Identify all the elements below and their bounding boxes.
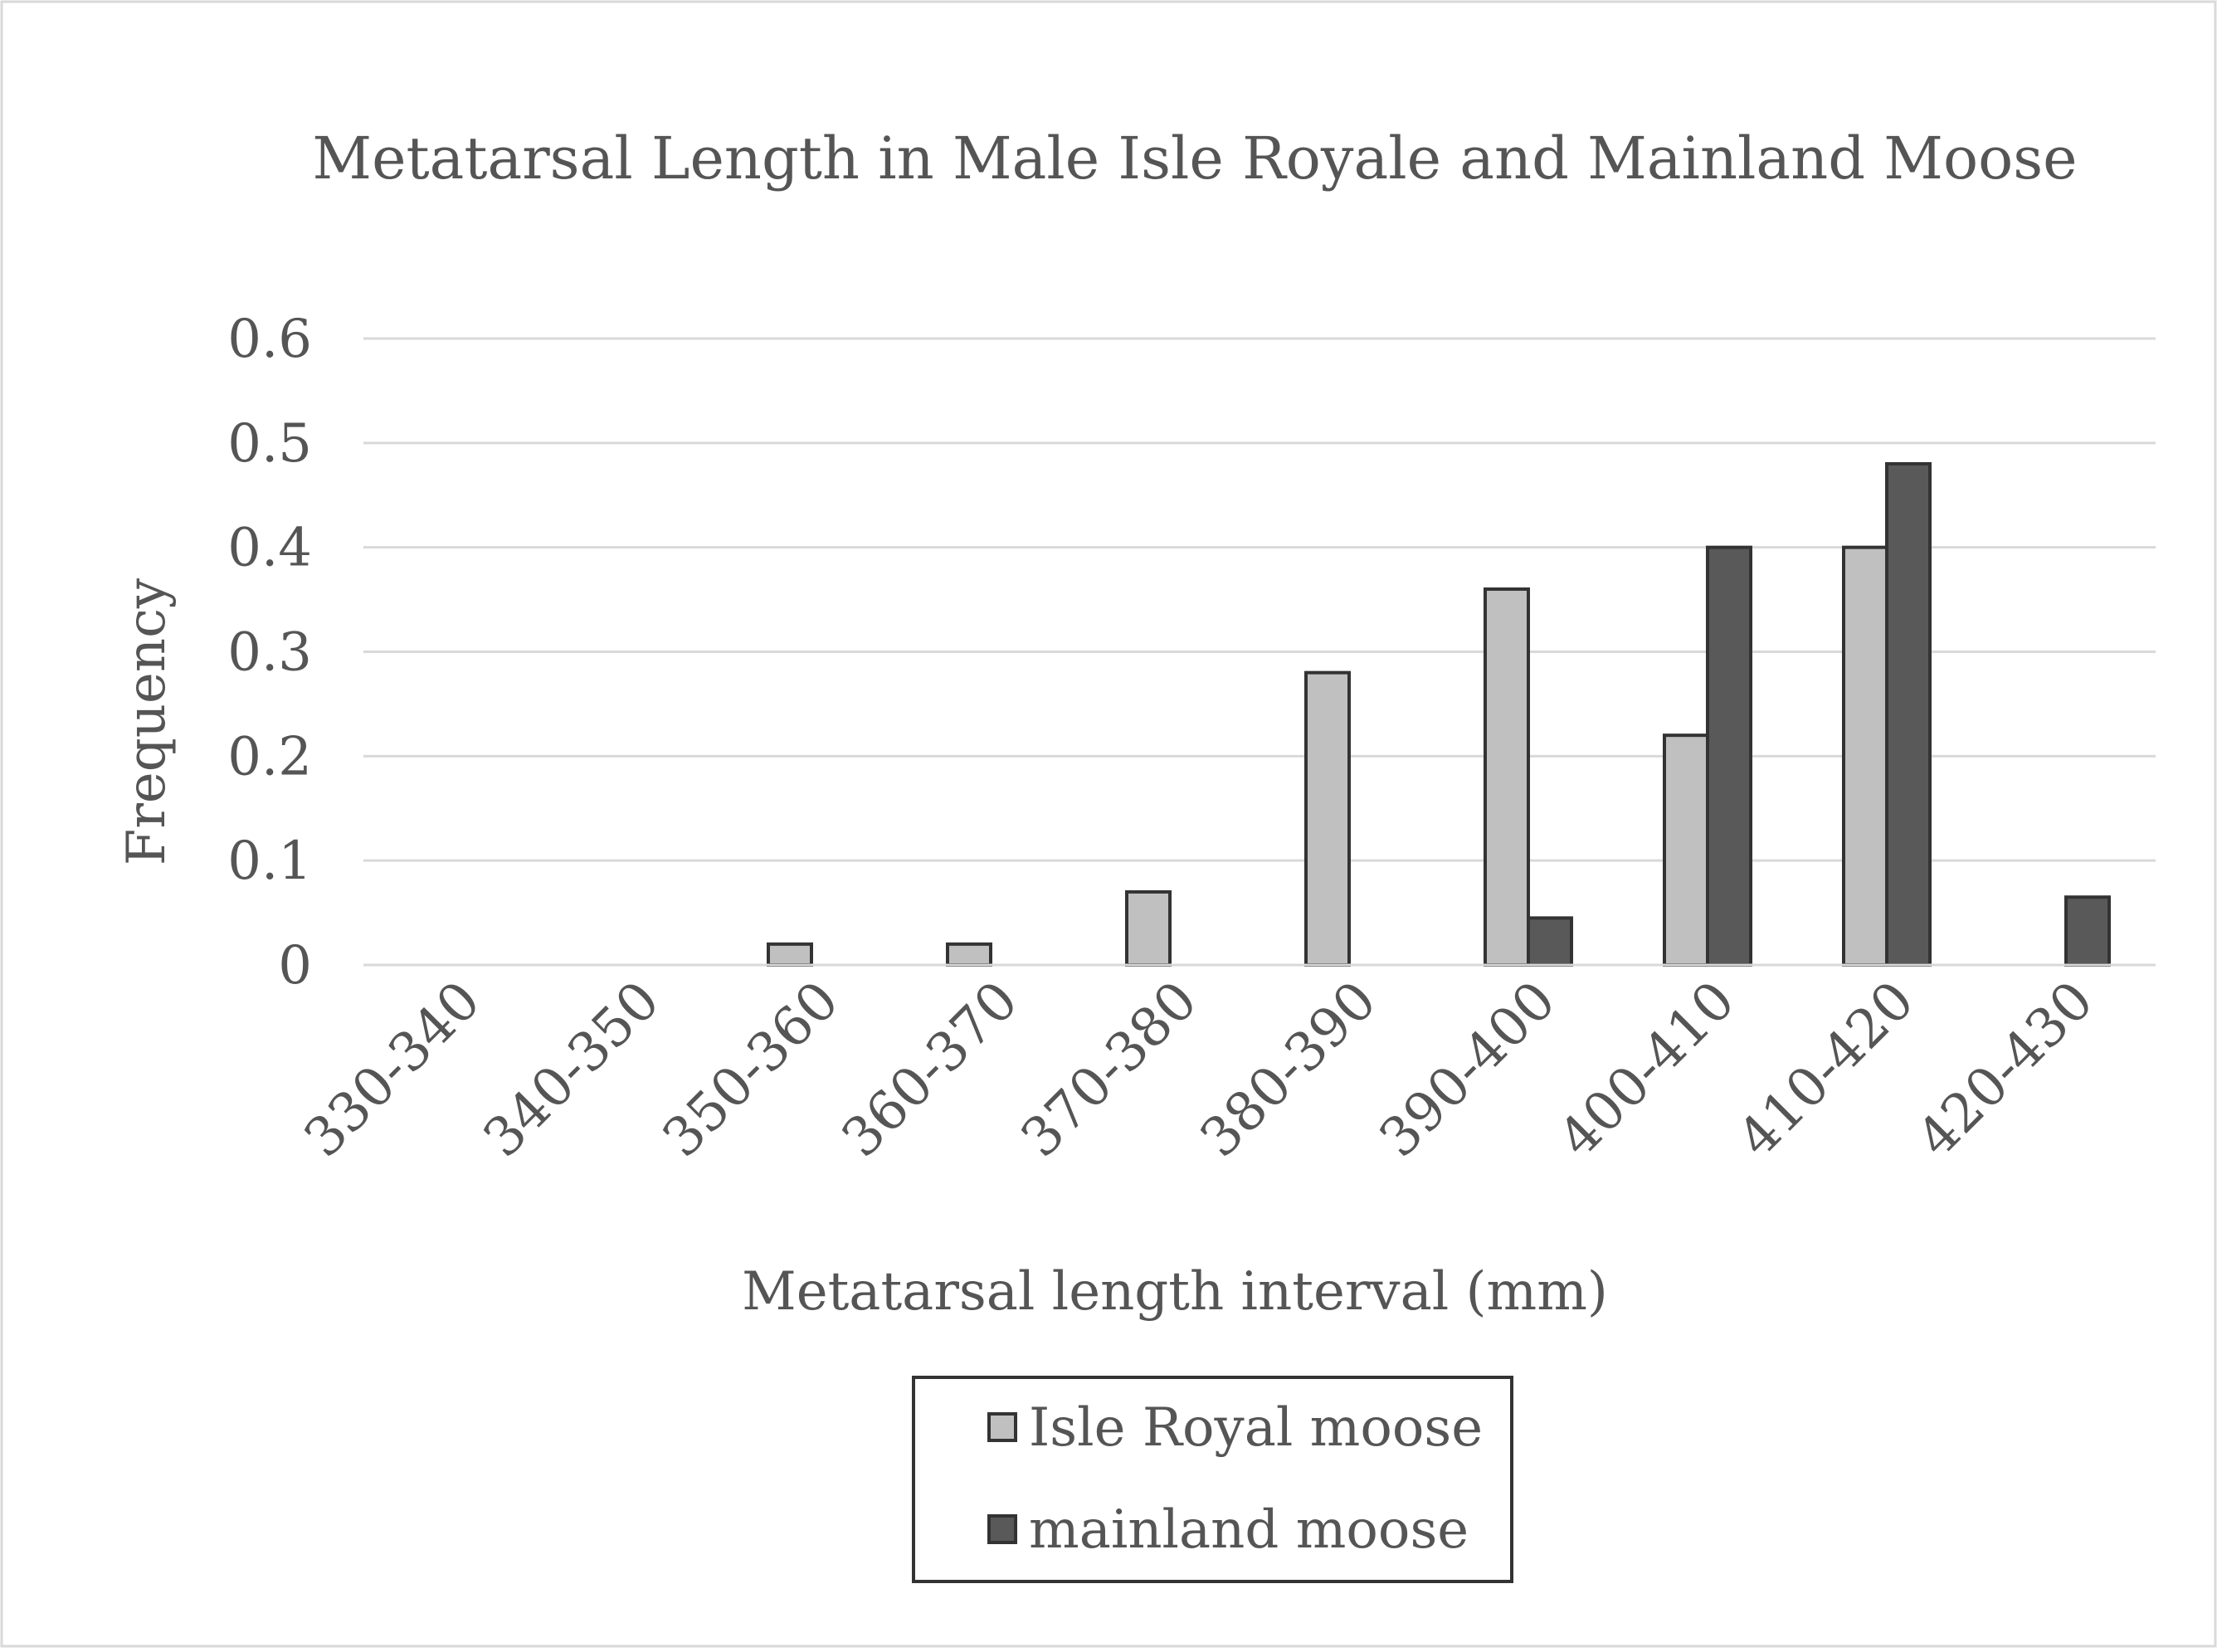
bar-isle-royal-370-380 <box>1125 889 1172 967</box>
y-axis-ticks: 0 0.1 0.2 0.3 0.4 0.5 0.6 <box>227 309 312 997</box>
bar-isle-royal-410-420 <box>1842 545 1888 967</box>
y-tick-label: 0.2 <box>227 726 312 787</box>
bar-isle-royal-350-360 <box>767 942 813 967</box>
legend-label: mainland moose <box>1029 1499 1469 1561</box>
legend-swatch <box>987 1412 1017 1442</box>
bar-isle-royal-390-400 <box>1484 587 1530 967</box>
y-axis-label: Frequency <box>116 578 178 865</box>
bar-mainland-390-400 <box>1527 916 1573 967</box>
y-tick-label: 0.1 <box>227 831 312 892</box>
y-tick-label: 0.4 <box>227 518 312 579</box>
bars <box>363 462 2156 967</box>
y-tick-label: 0.6 <box>227 309 312 370</box>
bar-mainland-400-410 <box>1706 545 1752 967</box>
bar-mainland-410-420 <box>1885 462 1932 967</box>
bar-isle-royal-380-390 <box>1304 670 1351 967</box>
legend: Isle Royal moose mainland moose <box>912 1376 1513 1583</box>
y-tick-label: 0 <box>278 935 312 997</box>
bar-isle-royal-360-370 <box>946 942 992 967</box>
x-axis-label: Metatarsal length interval (mm) <box>742 1261 1608 1323</box>
bar-isle-royal-400-410 <box>1663 733 1709 967</box>
bar-mainland-420-430 <box>2064 895 2111 967</box>
y-tick-label: 0.3 <box>227 622 312 684</box>
y-tick-label: 0.5 <box>227 413 312 475</box>
legend-swatch <box>987 1514 1017 1544</box>
chart-title: Metatarsal Length in Male Isle Royale an… <box>312 124 2077 192</box>
legend-label: Isle Royal moose <box>1029 1397 1483 1459</box>
legend-box <box>912 1376 1513 1583</box>
